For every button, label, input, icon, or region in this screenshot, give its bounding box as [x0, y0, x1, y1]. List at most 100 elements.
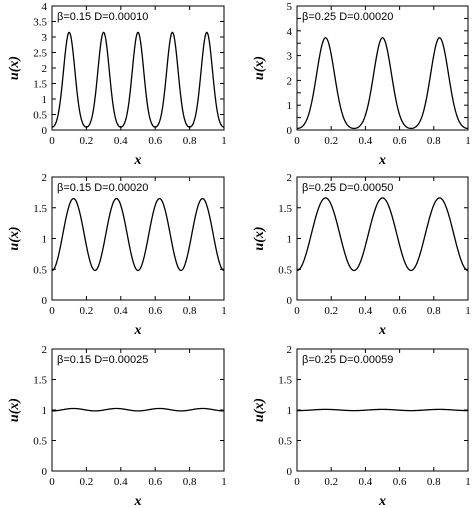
x-axis-label: x [134, 494, 142, 508]
y-tick-label: 1 [287, 234, 293, 246]
x-tick-label: 0.8 [427, 305, 441, 317]
y-tick-label: 0 [287, 125, 293, 137]
y-tick-label: 0 [42, 295, 48, 307]
y-tick-label: 0 [287, 466, 293, 478]
panel-annotation: β=0.25 D=0.00059 [302, 354, 393, 366]
x-tick-label: 1 [221, 476, 227, 488]
x-tick-label: 0.6 [393, 476, 407, 488]
y-tick-label: 1 [42, 234, 48, 246]
panel-bottom-left: 0 0.2 0.4 0.6 0.8 1 0 0.5 1 1.5 2 β=0.15 D=0.00025 x… [7, 344, 227, 508]
x-tick-label: 0 [49, 305, 55, 317]
plot-frame [51, 348, 225, 472]
plot-frame [296, 176, 469, 301]
y-tick-label: 2 [287, 344, 293, 356]
y-tick-label: 0.5 [278, 436, 292, 448]
y-tick-label: 1.5 [278, 375, 292, 387]
y-tick-label: 2 [287, 75, 293, 87]
y-axis-label: u(x) [7, 226, 22, 250]
y-tick-label: 5 [287, 1, 293, 13]
x-tick-label: 0.4 [359, 135, 373, 147]
y-tick-label: 1.5 [33, 203, 47, 215]
x-axis-label: x [378, 323, 386, 338]
x-tick-label: 0 [294, 476, 300, 488]
x-tick-label: 0 [49, 135, 55, 147]
panel-annotation: β=0.15 D=0.00025 [57, 354, 148, 366]
x-tick-label: 0 [294, 135, 300, 147]
series-line [297, 408, 468, 412]
x-tick-label: 0.2 [80, 305, 94, 317]
panel-annotation: β=0.25 D=0.00050 [302, 182, 393, 194]
y-tick-label: 0 [42, 125, 48, 137]
y-tick-label: 1.5 [33, 79, 47, 91]
y-tick-label: 0.5 [33, 264, 47, 276]
x-tick-label: 1 [465, 135, 471, 147]
x-tick-label: 0.4 [114, 476, 128, 488]
series-line [296, 197, 469, 272]
x-tick-label: 1 [465, 305, 471, 317]
y-tick-label: 0.5 [33, 110, 47, 122]
series-line [297, 37, 469, 130]
x-tick-label: 1 [465, 476, 471, 488]
x-tick-label: 1 [221, 135, 227, 147]
y-tick-label: 2.5 [33, 48, 47, 60]
x-tick-label: 0.6 [148, 135, 162, 147]
y-tick-label: 2 [42, 172, 48, 184]
series-line [51, 407, 225, 412]
x-tick-label: 0.2 [324, 305, 338, 317]
y-tick-label: 2 [287, 172, 293, 184]
panel-middle-right: 0 0.2 0.4 0.6 0.8 1 0 0.5 1 1.5 2 β=0.25 D=0.00050 x… [252, 172, 471, 338]
y-tick-label: 2 [42, 344, 48, 356]
x-tick-label: 0.8 [183, 305, 197, 317]
panel-annotation: β=0.15 D=0.00010 [57, 11, 148, 23]
plot-frame [51, 5, 225, 131]
y-tick-label: 1.5 [33, 375, 47, 387]
panel-bottom-right: 0 0.2 0.4 0.6 0.8 1 0 0.5 1 1.5 2 β=0.25 D=0.00059 x… [252, 344, 471, 508]
y-axis-label: u(x) [252, 398, 267, 422]
x-axis-label: x [378, 494, 386, 508]
x-tick-label: 0 [49, 476, 55, 488]
plot-frame [296, 5, 469, 131]
x-tick-label: 0.6 [148, 305, 162, 317]
x-tick-label: 0.8 [427, 476, 441, 488]
y-tick-label: 2 [42, 63, 48, 75]
panel-top-right: 0 0.2 0.4 0.6 0.8 1 0 1 2 3 4 5 β=0.25 D=0.00020 x u(x… [252, 1, 471, 168]
y-tick-label: 1 [287, 405, 293, 417]
x-tick-label: 0.4 [359, 476, 373, 488]
y-tick-label: 0.5 [278, 264, 292, 276]
x-tick-label: 0.4 [114, 135, 128, 147]
y-tick-label: 0 [42, 466, 48, 478]
x-tick-label: 0.2 [80, 476, 94, 488]
x-tick-label: 0.2 [80, 135, 94, 147]
y-tick-label: 3 [287, 51, 293, 63]
y-tick-label: 0.5 [33, 436, 47, 448]
y-tick-label: 3.5 [33, 17, 47, 29]
y-tick-label: 1 [42, 94, 48, 106]
y-axis-label: u(x) [252, 226, 267, 250]
x-tick-label: 0.4 [359, 305, 373, 317]
series-line [51, 197, 225, 272]
y-axis-label: u(x) [7, 56, 22, 80]
x-tick-label: 1 [221, 305, 227, 317]
plot-frame [51, 176, 225, 301]
y-axis-label: u(x) [252, 56, 267, 80]
x-axis-label: x [134, 153, 142, 168]
x-tick-label: 0.8 [183, 476, 197, 488]
x-tick-label: 0.8 [183, 135, 197, 147]
x-axis-label: x [134, 323, 142, 338]
panel-middle-left: 0 0.2 0.4 0.6 0.8 1 0 0.5 1 1.5 2 β=0.15 D=0.00020 x… [7, 172, 227, 338]
panel-annotation: β=0.25 D=0.00020 [302, 11, 393, 23]
panel-annotation: β=0.15 D=0.00020 [57, 182, 148, 194]
x-tick-label: 0 [294, 305, 300, 317]
y-tick-label: 0 [287, 295, 293, 307]
y-tick-label: 3 [42, 32, 48, 44]
x-tick-label: 0.4 [114, 305, 128, 317]
x-tick-label: 0.6 [393, 135, 407, 147]
x-tick-label: 0.2 [324, 476, 338, 488]
x-tick-label: 0.2 [324, 135, 338, 147]
panel-top-left: 0 0.2 0.4 0.6 0.8 1 0 0.5 1 1.5 2 2.5 3 3.5 4 β=0.15 D=… [7, 1, 227, 168]
x-axis-label: x [378, 153, 386, 168]
series-line [51, 31, 225, 128]
y-tick-label: 1.5 [278, 203, 292, 215]
y-tick-label: 1 [287, 100, 293, 112]
